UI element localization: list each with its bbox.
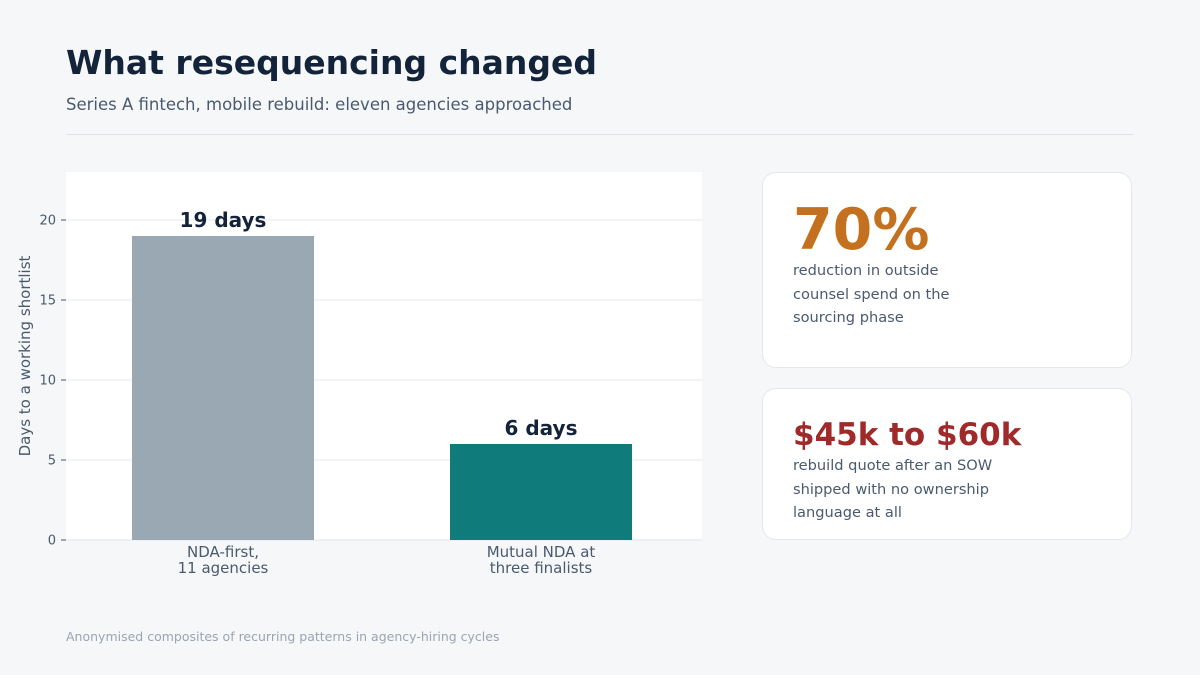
y-tick-label: 20 <box>39 214 56 229</box>
stat-description: reduction in outside counsel spend on th… <box>793 262 950 326</box>
y-axis-title: Days to a working shortlist <box>16 255 34 456</box>
data-label: 19 days <box>180 208 267 232</box>
stat-value: $45k to $60k <box>793 417 1022 453</box>
header-divider <box>66 134 1134 135</box>
x-tick-label: NDA-first, 11 agencies <box>178 543 269 577</box>
stat-card-spend: 70% reduction in outside counsel spend o… <box>762 172 1132 368</box>
page-subtitle: Series A fintech, mobile rebuild: eleven… <box>66 95 573 114</box>
stat-value: 70% <box>793 197 930 263</box>
page-title: What resequencing changed <box>66 43 598 82</box>
stat-card-quote: $45k to $60k rebuild quote after an SOW … <box>762 388 1132 540</box>
data-label: 6 days <box>504 416 577 440</box>
bar-chart: 0 5 10 15 20 Days to a working shortlist 19 da… <box>16 172 702 577</box>
bar <box>132 236 314 540</box>
bar <box>450 444 632 540</box>
x-tick-label: Mutual NDA at three finalists <box>487 543 596 577</box>
y-tick-label: 5 <box>48 454 56 469</box>
y-tick-label: 10 <box>39 374 56 389</box>
stat-description: rebuild quote after an SOW shipped with … <box>793 457 993 521</box>
y-tick-label: 0 <box>48 534 56 549</box>
y-tick-label: 15 <box>39 294 56 309</box>
footnote: Anonymised composites of recurring patte… <box>66 629 500 644</box>
